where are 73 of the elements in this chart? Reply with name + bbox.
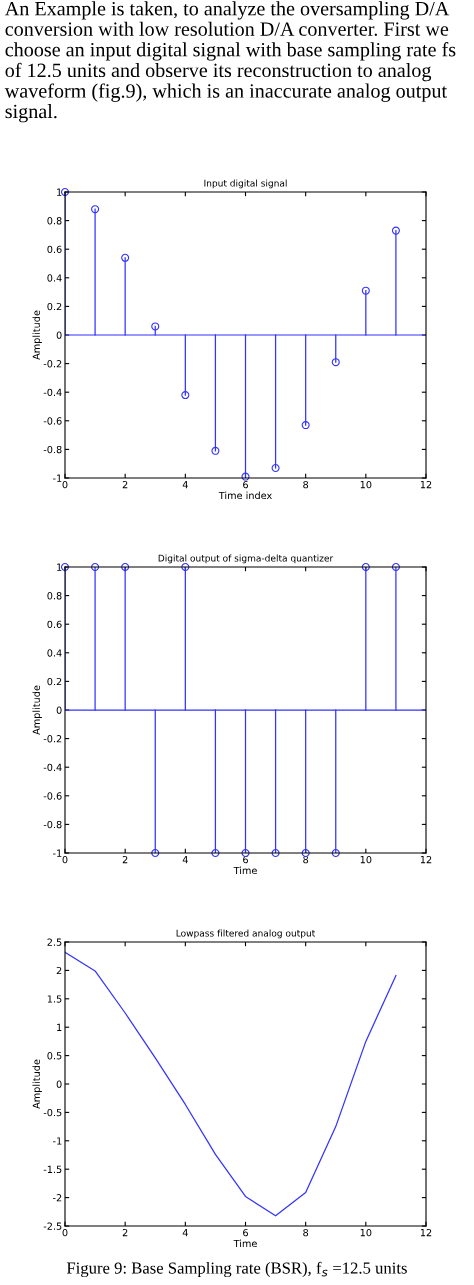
y-tick-label: 0.8 [47,592,62,600]
point [361,286,370,295]
caption: Figure 9: Base Sampling rate (BSR), f$_{s}$ =12.5 units [66,1261,407,1278]
y-tick-label: 1 [57,563,62,571]
y-tick-label: 1.5 [47,995,62,1003]
x-tick-label: 8 [303,855,309,864]
y-tick-label: -0.4 [43,763,62,772]
y-tick-label: 1 [57,1023,62,1031]
x-axis-title: Time index [218,491,272,500]
y-tick-label: -0.5 [43,1108,62,1117]
y-tick-label: 0 [56,1080,62,1088]
y-tick-label: -2.5 [43,1222,62,1230]
x-tick-label: 8 [303,1228,309,1237]
point [331,358,340,367]
x-tick-label: 12 [420,855,432,864]
x-tick-label: 2 [122,855,128,864]
x-axis-title: Time [233,1239,257,1248]
x-tick-label: 10 [360,1228,372,1237]
chart-title: Lowpass filtered analog output [176,929,316,939]
y-axis-title: Amplitude [32,1059,42,1109]
y-tick-label: -0.6 [43,417,62,425]
x-tick-label: 10 [360,480,372,489]
x-tick-label: 4 [182,856,188,864]
y-axis-title: Amplitude [32,685,42,735]
point [151,322,160,331]
y-tick-label: -0.8 [43,820,62,829]
y-tick-label: -1.5 [43,1165,62,1174]
x-axis-title: Time [233,866,257,875]
y-tick-label: 0.4 [47,649,62,657]
chart-title: Input digital signal [204,179,287,189]
y-tick-label: -0.2 [43,735,62,743]
y-tick-label: 0.2 [47,302,62,311]
point [181,391,190,400]
y-tick-label: -2 [53,1194,62,1202]
y-tick-label: 0.5 [47,1052,62,1060]
y-tick-label: 0.4 [47,274,62,282]
x-tick-label: 10 [360,855,372,864]
y-tick-label: -1 [53,1137,62,1145]
point [211,446,220,455]
y-tick-label: -1 [53,849,62,857]
y-tick-label: 0 [56,706,62,714]
x-tick-label: 4 [182,481,188,489]
x-tick-label: 2 [122,480,128,489]
y-tick-label: 2.5 [47,938,62,946]
y-tick-label: 0 [56,331,62,339]
y-tick-label: -0.8 [43,445,62,454]
text: An Example is taken, to analyze the oversampling D/A conversion with low resolution D/A converter. First we choose an input digital signal with base sampling rate fs of 12.5 units and observe its reconstruction to analog waveform (fig.9), which is an inaccurate analog output signal. [4,1,456,123]
y-tick-label: 1 [57,188,62,196]
line-series [65,951,397,1217]
y-axis-title: Amplitude [32,310,42,360]
y-tick-label: -0.4 [43,388,62,397]
y-tick-label: 0.8 [47,217,62,225]
x-tick-label: 8 [303,480,309,489]
y-tick-label: 0.2 [47,677,62,686]
y-tick-label: 0.6 [47,245,62,254]
point [301,421,310,430]
x-tick-label: 12 [420,1228,432,1237]
y-tick-label: -0.6 [43,792,62,800]
point [121,253,130,262]
point [391,226,400,235]
x-tick-label: 6 [243,855,248,864]
point [91,205,100,214]
y-tick-label: 2 [56,966,62,975]
x-tick-label: 6 [243,480,248,489]
x-tick-label: 12 [420,480,432,489]
x-tick-label: 4 [182,1229,188,1237]
y-tick-label: -1 [53,474,62,482]
point [271,463,280,473]
chart-title: Digital output of sigma-delta quantizer [158,554,334,564]
x-tick-label: 2 [122,1228,128,1237]
y-tick-label: -0.2 [43,360,62,368]
y-tick-label: 0.6 [47,620,62,629]
x-tick-label: 6 [243,1228,248,1237]
